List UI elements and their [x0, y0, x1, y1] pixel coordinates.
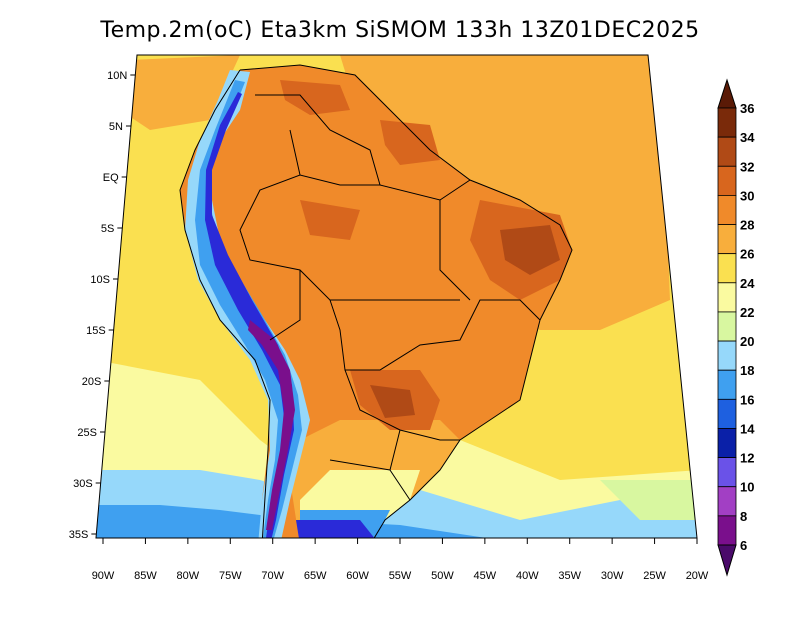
colorbar-label: 6: [740, 538, 747, 553]
chaco-hottest: [370, 385, 415, 418]
lat-tick-label: 20S: [82, 376, 102, 388]
lon-tick-label: 30W: [601, 570, 624, 582]
lat-tick-label: 5N: [109, 121, 123, 133]
colorbar-segment: [717, 486, 737, 517]
colorbar-label: 22: [740, 305, 754, 320]
colorbar-segment: [717, 457, 737, 488]
colorbar-segment: [717, 194, 737, 225]
lon-tick-label: 75W: [219, 570, 242, 582]
colorbar-label: 36: [740, 101, 754, 116]
latitude-axis: 10N 5N EQ 5S 10S 15S 20S 25S 30S 35S: [69, 70, 136, 541]
lat-tick-label: 10N: [107, 70, 127, 82]
colorbar-label: 20: [740, 334, 754, 349]
altiplano-coldest: [248, 320, 295, 530]
venezuela-hot: [280, 80, 350, 115]
pacific-warm-region: [120, 55, 240, 130]
lon-tick-label: 85W: [134, 570, 157, 582]
lon-tick-label: 35W: [558, 570, 581, 582]
longitude-axis: 90W 85W 80W 75W 70W 65W 60W 55W 50W 45W 40W 35W 30W 2…: [92, 538, 709, 582]
colorbar-label: 34: [740, 130, 755, 145]
colorbar-segment: [717, 165, 737, 196]
lat-tick-label: 25S: [77, 427, 97, 439]
political-borders: [179, 64, 573, 538]
colorbar-label: 28: [740, 218, 754, 233]
colorbar-segment: [717, 282, 737, 313]
lon-tick-label: 65W: [304, 570, 327, 582]
andes-core-cold: [205, 92, 294, 538]
lat-tick-label: 5S: [101, 223, 114, 235]
lat-tick-label: 10S: [90, 274, 110, 286]
colorbar-segment: [717, 136, 737, 167]
map-title: Temp.2m(oC) Eta3km SiSMOM 133h 13Z01DEC2…: [100, 18, 700, 43]
colorbar-segment: [717, 253, 737, 284]
colorbar-label: 10: [740, 480, 754, 495]
colorbar-label: 26: [740, 247, 754, 262]
lat-tick-label: EQ: [103, 172, 119, 184]
colorbar-label: 12: [740, 451, 754, 466]
lon-tick-label: 40W: [516, 570, 539, 582]
southern-tip-cold: [296, 520, 380, 538]
colorbar-label: 32: [740, 159, 754, 174]
lon-tick-label: 50W: [431, 570, 454, 582]
map-field: [96, 55, 697, 538]
northeast-brazil-hottest: [500, 225, 560, 275]
colorbar-segment: [717, 398, 737, 429]
temperature-colorbar: 36 34 32 30 28 26 24 22 20 18 16 14 12 10 8 6: [717, 78, 755, 577]
lon-tick-label: 20W: [686, 570, 709, 582]
colorbar-segment: [717, 340, 737, 371]
lat-tick-label: 15S: [86, 325, 106, 337]
colorbar-label: 18: [740, 363, 754, 378]
colorbar-label: 16: [740, 392, 754, 407]
lat-tick-label: 30S: [73, 478, 93, 490]
colorbar-segment: [717, 515, 737, 546]
colorbar-label: 14: [740, 421, 755, 436]
colorbar-high-arrow: [717, 78, 737, 109]
colorbar-label: 24: [740, 276, 755, 291]
lon-tick-label: 55W: [389, 570, 412, 582]
colorbar-low-arrow: [717, 544, 737, 577]
lon-tick-label: 70W: [261, 570, 284, 582]
colorbar-label: 30: [740, 188, 754, 203]
colorbar-segment: [717, 107, 737, 138]
lon-tick-label: 45W: [474, 570, 497, 582]
colorbar-segment: [717, 428, 737, 459]
colorbar-segment: [717, 224, 737, 255]
guiana-hot: [380, 120, 440, 165]
lon-tick-label: 80W: [177, 570, 200, 582]
amazon-hot-patch: [300, 200, 360, 240]
lon-tick-label: 60W: [346, 570, 369, 582]
colorbar-segment: [717, 369, 737, 400]
lon-tick-label: 25W: [643, 570, 666, 582]
colorbar-label: 8: [740, 509, 747, 524]
lon-tick-label: 90W: [92, 570, 115, 582]
lat-tick-label: 35S: [69, 529, 89, 541]
colorbar-segment: [717, 311, 737, 342]
south-atlantic-cool-patch: [600, 480, 697, 520]
